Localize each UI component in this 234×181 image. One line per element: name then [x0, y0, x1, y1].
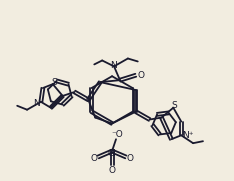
Text: N: N — [110, 61, 117, 70]
Text: O: O — [109, 166, 116, 175]
Text: O: O — [91, 154, 98, 163]
Text: Cl: Cl — [108, 149, 117, 157]
Text: N⁺: N⁺ — [182, 131, 194, 140]
Text: ⁻O: ⁻O — [111, 130, 123, 139]
Text: N: N — [34, 99, 40, 108]
Text: S: S — [172, 101, 177, 110]
Text: O: O — [137, 71, 144, 80]
Text: O: O — [126, 154, 133, 163]
Text: S: S — [52, 78, 58, 87]
